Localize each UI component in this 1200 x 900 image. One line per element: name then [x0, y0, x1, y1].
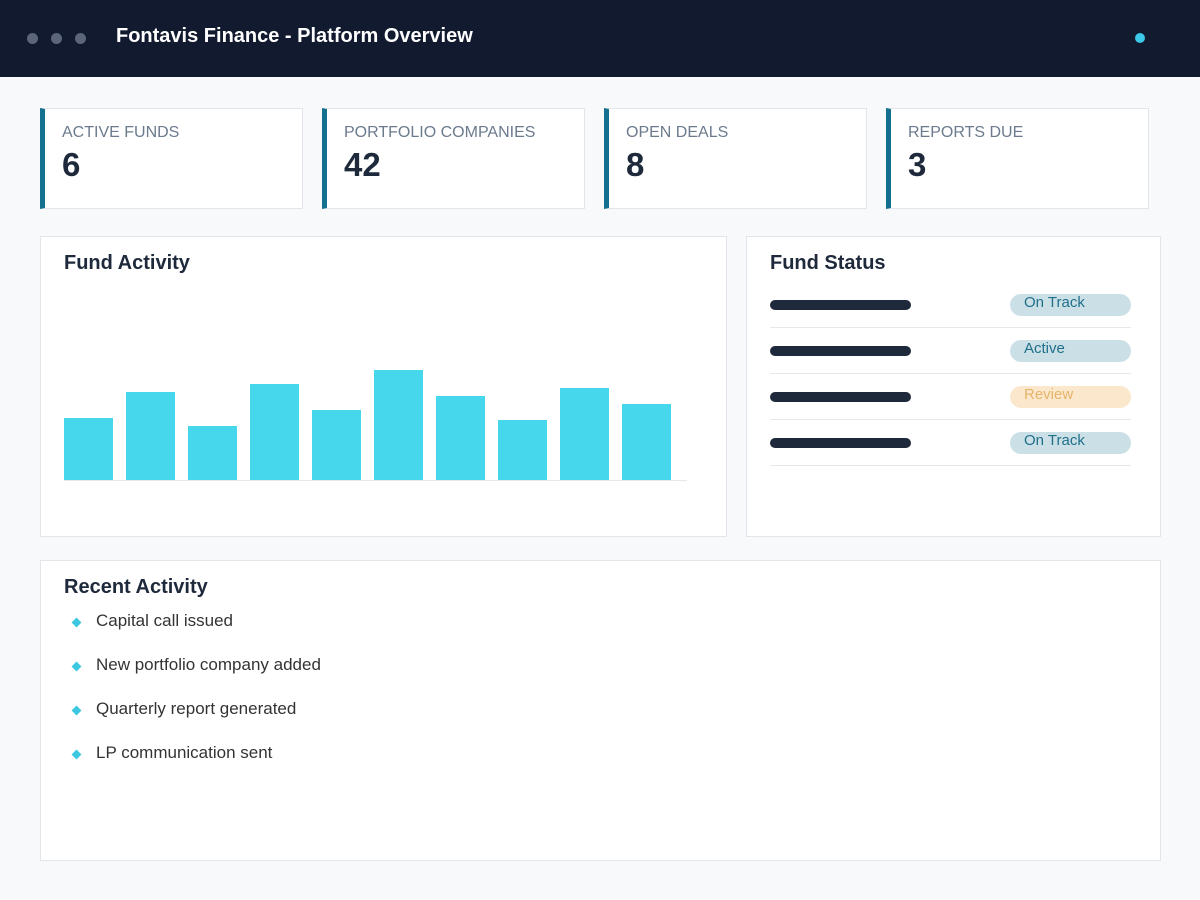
status-dot	[1135, 33, 1145, 43]
row-separator	[770, 373, 1131, 374]
activity-item: New portfolio company added	[96, 655, 321, 674]
kpi-card: REPORTS DUE 3	[886, 108, 1149, 209]
bar	[312, 410, 361, 480]
kpi-label: OPEN DEALS	[626, 124, 729, 141]
bullet	[71, 617, 82, 628]
window-dot	[51, 33, 62, 44]
bar	[126, 392, 175, 480]
kpi-label: PORTFOLIO COMPANIES	[344, 124, 536, 141]
fund-activity-panel: Fund Activity	[40, 236, 727, 537]
activity-item: Quarterly report generated	[96, 699, 297, 718]
kpi-value: 42	[344, 146, 381, 183]
fund-name-placeholder	[770, 346, 911, 356]
kpi-value: 8	[626, 146, 645, 183]
bar	[498, 420, 547, 480]
activity-item: LP communication sent	[96, 743, 273, 762]
bar	[188, 426, 237, 480]
status-badge: Active	[1010, 340, 1131, 362]
bullet	[71, 749, 82, 760]
panel-title: Recent Activity	[64, 576, 208, 598]
fund-name-placeholder	[770, 438, 911, 448]
bar	[436, 396, 485, 480]
row-separator	[770, 419, 1131, 420]
kpi-value: 3	[908, 146, 927, 183]
bar	[250, 384, 299, 480]
bar	[374, 370, 423, 480]
bullet	[71, 661, 82, 672]
kpi-card: OPEN DEALS 8	[604, 108, 867, 209]
status-badge: On Track	[1010, 294, 1131, 316]
kpi-label: REPORTS DUE	[908, 124, 1024, 141]
bullet	[71, 705, 82, 716]
bar	[64, 418, 113, 480]
header: Fontavis Finance - Platform Overview	[0, 0, 1200, 77]
kpi-label: ACTIVE FUNDS	[62, 124, 180, 141]
panel-title: Fund Activity	[64, 252, 190, 274]
window-dot	[75, 33, 86, 44]
kpi-value: 6	[62, 146, 81, 183]
window-dot	[27, 33, 38, 44]
fund-name-placeholder	[770, 392, 911, 402]
row-separator	[770, 327, 1131, 328]
activity-item: Capital call issued	[96, 611, 234, 630]
bar	[622, 404, 671, 480]
status-badge: On Track	[1010, 432, 1131, 454]
row-separator	[770, 465, 1131, 466]
kpi-card: PORTFOLIO COMPANIES 42	[322, 108, 585, 209]
header-title: Fontavis Finance - Platform Overview	[116, 25, 473, 47]
bar-chart	[64, 370, 687, 481]
bar	[560, 388, 609, 480]
fund-status-panel: Fund Status On Track Active Review On Track	[746, 236, 1161, 537]
kpi-card: ACTIVE FUNDS 6	[40, 108, 303, 209]
fund-name-placeholder	[770, 300, 911, 310]
status-badge: Review	[1010, 386, 1131, 408]
recent-activity-panel: Recent Activity Capital call issued New p…	[40, 560, 1161, 861]
panel-title: Fund Status	[770, 252, 886, 274]
